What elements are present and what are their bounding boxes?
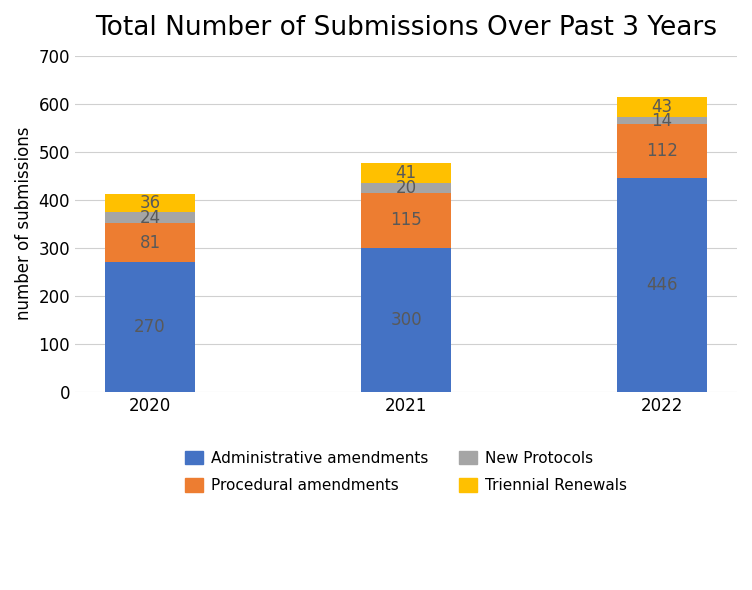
Text: 14: 14	[651, 112, 672, 130]
Bar	[361, 248, 451, 392]
Bar	[361, 163, 451, 183]
Text: 112: 112	[646, 142, 678, 160]
Text: 81: 81	[139, 234, 160, 252]
Legend: Administrative amendments, Procedural amendments, New Protocols, Triennial Renew: Administrative amendments, Procedural am…	[177, 443, 635, 500]
Title: Total Number of Submissions Over Past 3 Years: Total Number of Submissions Over Past 3 …	[95, 15, 717, 41]
Bar	[105, 212, 195, 223]
Text: 20: 20	[396, 179, 417, 197]
Text: 43: 43	[651, 98, 672, 116]
Y-axis label: number of submissions: number of submissions	[15, 127, 33, 320]
Bar	[361, 183, 451, 192]
Text: 270: 270	[134, 318, 165, 336]
Bar	[105, 195, 195, 212]
Bar	[105, 262, 195, 392]
Bar	[617, 124, 707, 178]
Bar	[105, 223, 195, 262]
Bar	[617, 178, 707, 392]
Bar	[361, 192, 451, 248]
Text: 36: 36	[139, 194, 160, 212]
Text: 300: 300	[390, 311, 422, 329]
Text: 115: 115	[390, 211, 422, 229]
Bar	[617, 97, 707, 117]
Text: 446: 446	[647, 276, 678, 294]
Text: 41: 41	[396, 164, 417, 182]
Bar	[617, 117, 707, 124]
Text: 24: 24	[139, 208, 160, 227]
